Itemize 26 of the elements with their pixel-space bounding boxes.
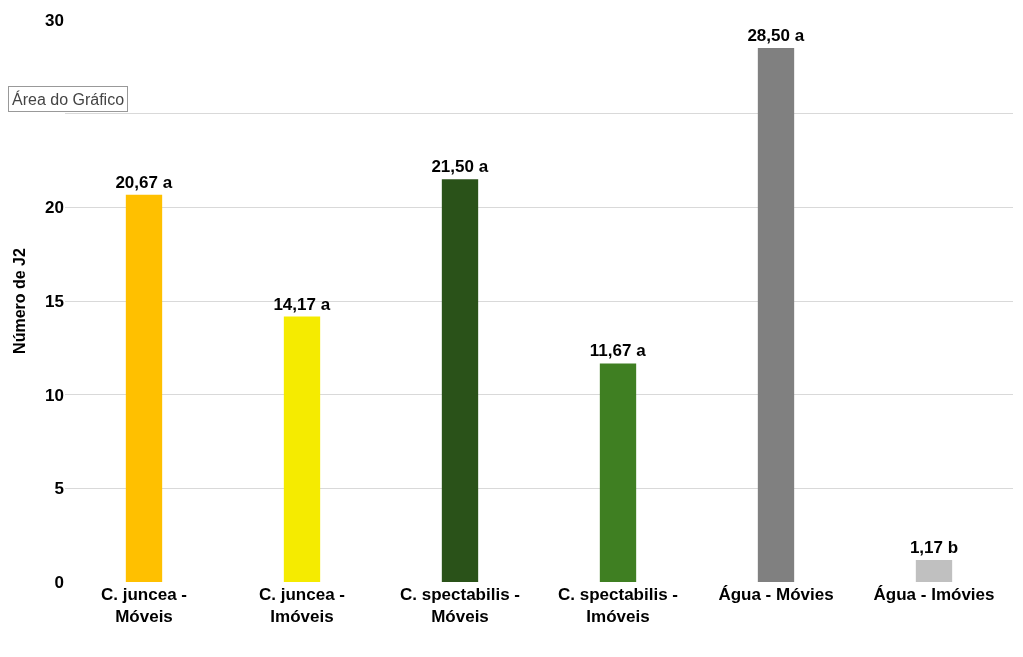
y-tick-label: 5 [54, 479, 64, 499]
bar [599, 363, 637, 582]
y-tick-label: 0 [54, 572, 64, 592]
data-label: 1,17 b [909, 538, 959, 558]
y-tick-label: 30 [45, 10, 64, 30]
data-label: 14,17 a [273, 294, 331, 314]
y-tick-label: 20 [45, 198, 64, 218]
data-label: 21,50 a [431, 157, 489, 177]
x-tick-label: C. juncea - Imóveis [259, 585, 345, 627]
x-tick-label: C. spectabilis - Móveis [400, 585, 520, 627]
bar [441, 179, 479, 582]
y-tick-label: 15 [45, 291, 64, 311]
bar [283, 316, 321, 582]
data-label: 11,67 a [589, 341, 647, 361]
y-tick-label: 10 [45, 385, 64, 405]
bar [125, 194, 163, 582]
bar [757, 48, 795, 582]
x-tick-label: C. spectabilis - Imóveis [558, 585, 678, 627]
data-label: 28,50 a [747, 26, 805, 46]
data-label: 20,67 a [115, 172, 173, 192]
y-axis-title: Número de J2 [10, 247, 28, 354]
x-tick-label: C. juncea - Móveis [101, 585, 187, 627]
annotation: Área do Gráfico [12, 90, 125, 108]
x-tick-label: Água - Móvies [718, 585, 834, 604]
bar [915, 560, 953, 582]
x-tick-label: Água - Imóvies [873, 585, 995, 604]
